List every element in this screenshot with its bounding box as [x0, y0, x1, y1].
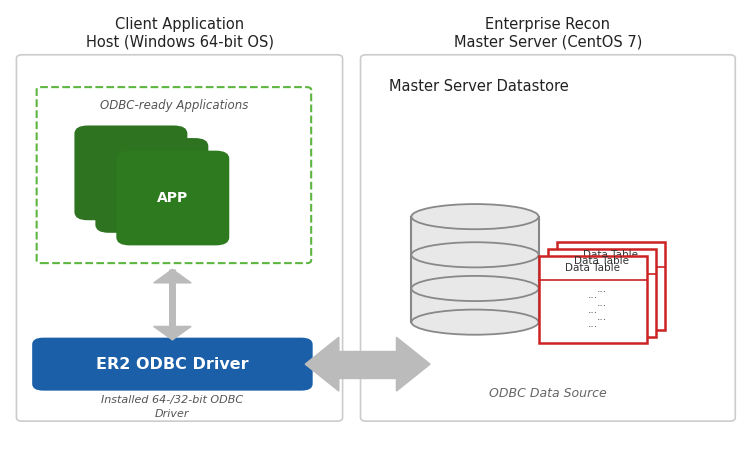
- Text: APP: APP: [157, 191, 188, 205]
- Polygon shape: [154, 326, 191, 340]
- FancyBboxPatch shape: [16, 55, 343, 421]
- Text: ...: ...: [606, 292, 616, 302]
- Text: ER2 ODBC Driver: ER2 ODBC Driver: [96, 357, 249, 372]
- Text: AP: AP: [142, 179, 162, 192]
- Text: ...: ...: [588, 291, 598, 300]
- Bar: [539, 256, 647, 343]
- Text: ...: ...: [597, 284, 607, 294]
- Polygon shape: [396, 337, 430, 391]
- Text: AP: AP: [121, 167, 141, 179]
- Bar: [411, 217, 539, 255]
- Text: Data Table: Data Table: [565, 263, 620, 273]
- Text: ...: ...: [588, 305, 598, 315]
- FancyBboxPatch shape: [32, 338, 313, 391]
- Polygon shape: [305, 337, 339, 391]
- Text: ...: ...: [606, 306, 616, 316]
- Text: ODBC-ready Applications: ODBC-ready Applications: [99, 99, 248, 112]
- Ellipse shape: [411, 276, 539, 301]
- Bar: [411, 289, 539, 322]
- Ellipse shape: [411, 242, 539, 267]
- Text: Installed 64-/32-bit ODBC
Driver: Installed 64-/32-bit ODBC Driver: [101, 395, 244, 419]
- Text: ...: ...: [606, 277, 616, 287]
- Text: Client Application
Host (Windows 64-bit OS): Client Application Host (Windows 64-bit …: [85, 17, 274, 49]
- Text: ...: ...: [588, 319, 598, 329]
- FancyBboxPatch shape: [96, 138, 208, 233]
- Bar: [557, 242, 665, 330]
- FancyBboxPatch shape: [361, 55, 735, 421]
- Bar: [411, 255, 539, 289]
- Ellipse shape: [411, 204, 539, 229]
- Bar: [548, 249, 656, 337]
- Text: ...: ...: [597, 313, 607, 322]
- Text: ODBC Data Source: ODBC Data Source: [489, 387, 607, 400]
- FancyBboxPatch shape: [74, 126, 187, 220]
- Text: Enterprise Recon
Master Server (CentOS 7): Enterprise Recon Master Server (CentOS 7…: [454, 17, 642, 49]
- Polygon shape: [154, 269, 191, 283]
- Text: ...: ...: [597, 299, 607, 308]
- FancyBboxPatch shape: [117, 151, 229, 246]
- Ellipse shape: [411, 310, 539, 335]
- FancyBboxPatch shape: [37, 87, 311, 263]
- Text: Data Table: Data Table: [583, 250, 638, 260]
- Text: Data Table: Data Table: [574, 256, 629, 266]
- Text: Master Server Datastore: Master Server Datastore: [389, 79, 568, 93]
